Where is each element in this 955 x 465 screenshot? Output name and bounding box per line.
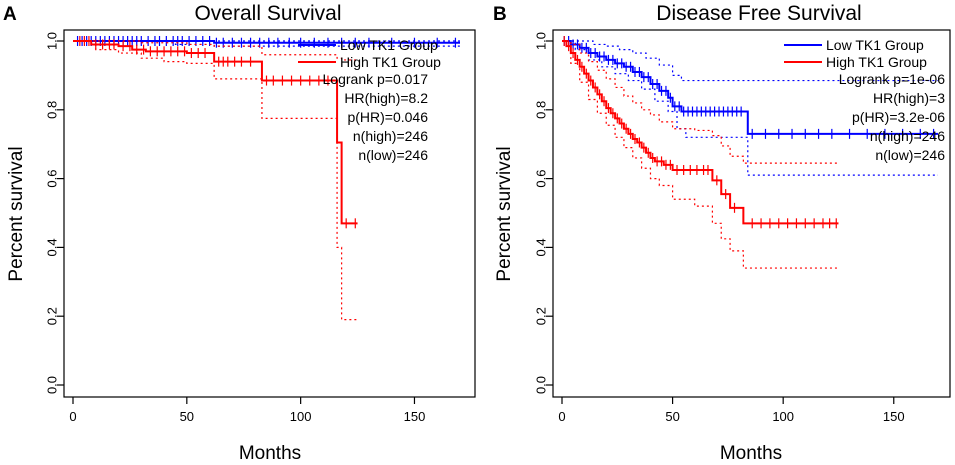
stat-hr: HR(high)=8.2 [344, 90, 428, 106]
panel-b-x-ticks: 0 50 100 150 [558, 397, 905, 424]
stat-logrank: Logrank p=1e-06 [839, 71, 945, 87]
x-tick-label: 100 [772, 409, 794, 424]
panel-a-plot-box [63, 29, 476, 398]
high-ci-lower-line [73, 40, 358, 321]
legend-high-label: High TK1 Group [826, 54, 927, 70]
low-survival-line [73, 40, 460, 44]
panel-b-legend: Low TK1 Group High TK1 Group [784, 37, 927, 70]
panel-a-legend: Low TK1 Group High TK1 Group [298, 37, 441, 70]
low-survival-line [562, 40, 938, 135]
panel-a-letter: A [3, 4, 17, 25]
legend-high-label: High TK1 Group [340, 54, 441, 70]
y-tick-label: 0.6 [44, 170, 59, 188]
stat-hr: HR(high)=3 [873, 90, 945, 106]
legend-low-label: Low TK1 Group [826, 37, 924, 53]
high-ci-upper-line [562, 40, 839, 164]
stat-n-low: n(low)=246 [875, 147, 945, 163]
panel-a-y-ticks: 0.0 0.2 0.4 0.6 0.8 1.0 [44, 32, 64, 394]
panel-b-plot-box [552, 29, 951, 398]
x-tick-label: 0 [69, 409, 76, 424]
y-tick-label: 0.8 [44, 101, 59, 119]
y-tick-label: 0.8 [533, 101, 548, 119]
high-survival-line [73, 40, 358, 225]
x-tick-label: 100 [290, 409, 312, 424]
panel-a-x-axis-label: Months [239, 443, 301, 464]
y-tick-label: 0.0 [44, 376, 59, 394]
x-tick-label: 50 [180, 409, 194, 424]
y-tick-label: 1.0 [44, 32, 59, 50]
stat-p-hr: p(HR)=0.046 [347, 109, 428, 125]
panel-b-y-axis-label: Percent survival [494, 146, 515, 281]
panel-b-letter: B [493, 4, 507, 25]
x-tick-label: 50 [665, 409, 679, 424]
panel-b-stats: Logrank p=1e-06 HR(high)=3 p(HR)=3.2e-06… [839, 71, 945, 163]
stat-n-low: n(low)=246 [358, 147, 428, 163]
panel-b: B Disease Free Survival 0 50 100 150 0.0 0.2… [493, 2, 951, 464]
y-tick-label: 0.4 [533, 238, 548, 256]
y-tick-label: 0.0 [533, 376, 548, 394]
y-tick-label: 0.4 [44, 238, 59, 256]
panel-b-title: Disease Free Survival [656, 2, 861, 25]
high-ci-upper-line [73, 40, 358, 61]
panel-a-curves [73, 36, 460, 321]
high-survival-line [562, 40, 839, 225]
panel-b-x-axis-label: Months [720, 443, 782, 464]
panel-a-stats: Logrank p=0.017 HR(high)=8.2 p(HR)=0.046… [323, 71, 429, 163]
panel-a: A Overall Survival 0 50 100 150 0.00.20.40.… [3, 2, 476, 464]
stat-p-hr: p(HR)=3.2e-06 [852, 109, 945, 125]
x-tick-label: 150 [883, 409, 905, 424]
x-tick-label: 0 [558, 409, 565, 424]
panel-b-y-ticks: 0.0 0.2 0.4 0.6 0.8 1.0 [533, 32, 553, 394]
panel-a-x-ticks: 0 50 100 150 [69, 397, 425, 424]
low-ci-upper-line [562, 40, 938, 82]
panel-b-curves [562, 36, 938, 269]
stat-n-high: n(high)=246 [353, 128, 428, 144]
stat-n-high: n(high)=246 [870, 128, 945, 144]
high-ci-lower-line [562, 40, 839, 269]
y-tick-label: 1.0 [533, 32, 548, 50]
y-tick-label: 0.2 [533, 307, 548, 325]
x-tick-label: 150 [404, 409, 426, 424]
legend-low-label: Low TK1 Group [340, 37, 438, 53]
panel-a-title: Overall Survival [194, 2, 341, 25]
panel-a-y-axis-label: Percent survival [6, 146, 27, 281]
stat-logrank: Logrank p=0.017 [323, 71, 429, 87]
y-tick-label: 0.6 [533, 170, 548, 188]
y-tick-label: 0.2 [44, 307, 59, 325]
